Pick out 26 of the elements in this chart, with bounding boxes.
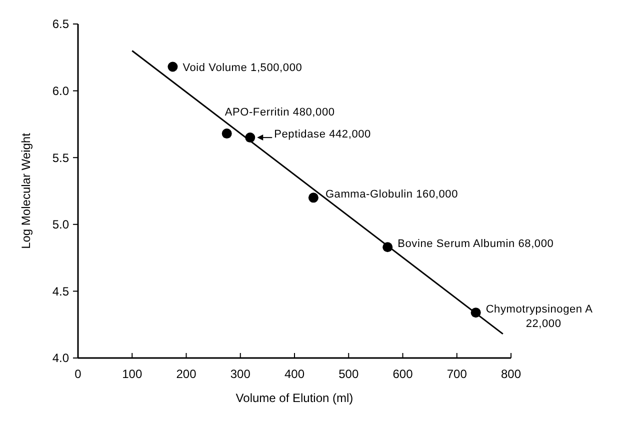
x-tick-label: 300 <box>230 367 251 381</box>
y-tick-label: 5.5 <box>52 150 70 165</box>
x-tick-label: 200 <box>176 367 197 381</box>
annotation: Gamma-Globulin 160,000 <box>325 188 458 201</box>
x-tick-label: 700 <box>446 367 468 381</box>
annotation: Bovine Serum Albumin 68,000 <box>398 238 554 250</box>
y-tick-label: 5.0 <box>52 218 70 232</box>
annotation: Void Volume 1,500,000 <box>182 62 302 74</box>
annotation: Chymotrypsinogen A 22,000 <box>486 304 594 330</box>
y-tick-label: 4.5 <box>52 284 70 298</box>
point <box>168 62 178 72</box>
x-tick-label: 400 <box>284 367 305 381</box>
annotation: APO-Ferritin 480,000 <box>224 106 335 119</box>
annotation: Peptidase 442,000 <box>274 128 371 141</box>
y-tick-label: 4.0 <box>52 351 70 366</box>
point <box>308 192 318 203</box>
y-axis-title: Log Molecular Weight <box>19 132 33 249</box>
point <box>222 128 232 139</box>
x-tick-label: 100 <box>122 367 142 381</box>
x-tick-label: 800 <box>500 367 522 381</box>
x-tick-label: 500 <box>338 367 359 381</box>
y-tick-label: 6.5 <box>52 17 70 32</box>
x-tick-label: 600 <box>392 367 414 381</box>
x-tick-label: 0 <box>74 367 82 381</box>
y-tick-label: 6.0 <box>52 84 70 98</box>
x-axis-title: Volume of Elution (ml) <box>236 391 354 405</box>
